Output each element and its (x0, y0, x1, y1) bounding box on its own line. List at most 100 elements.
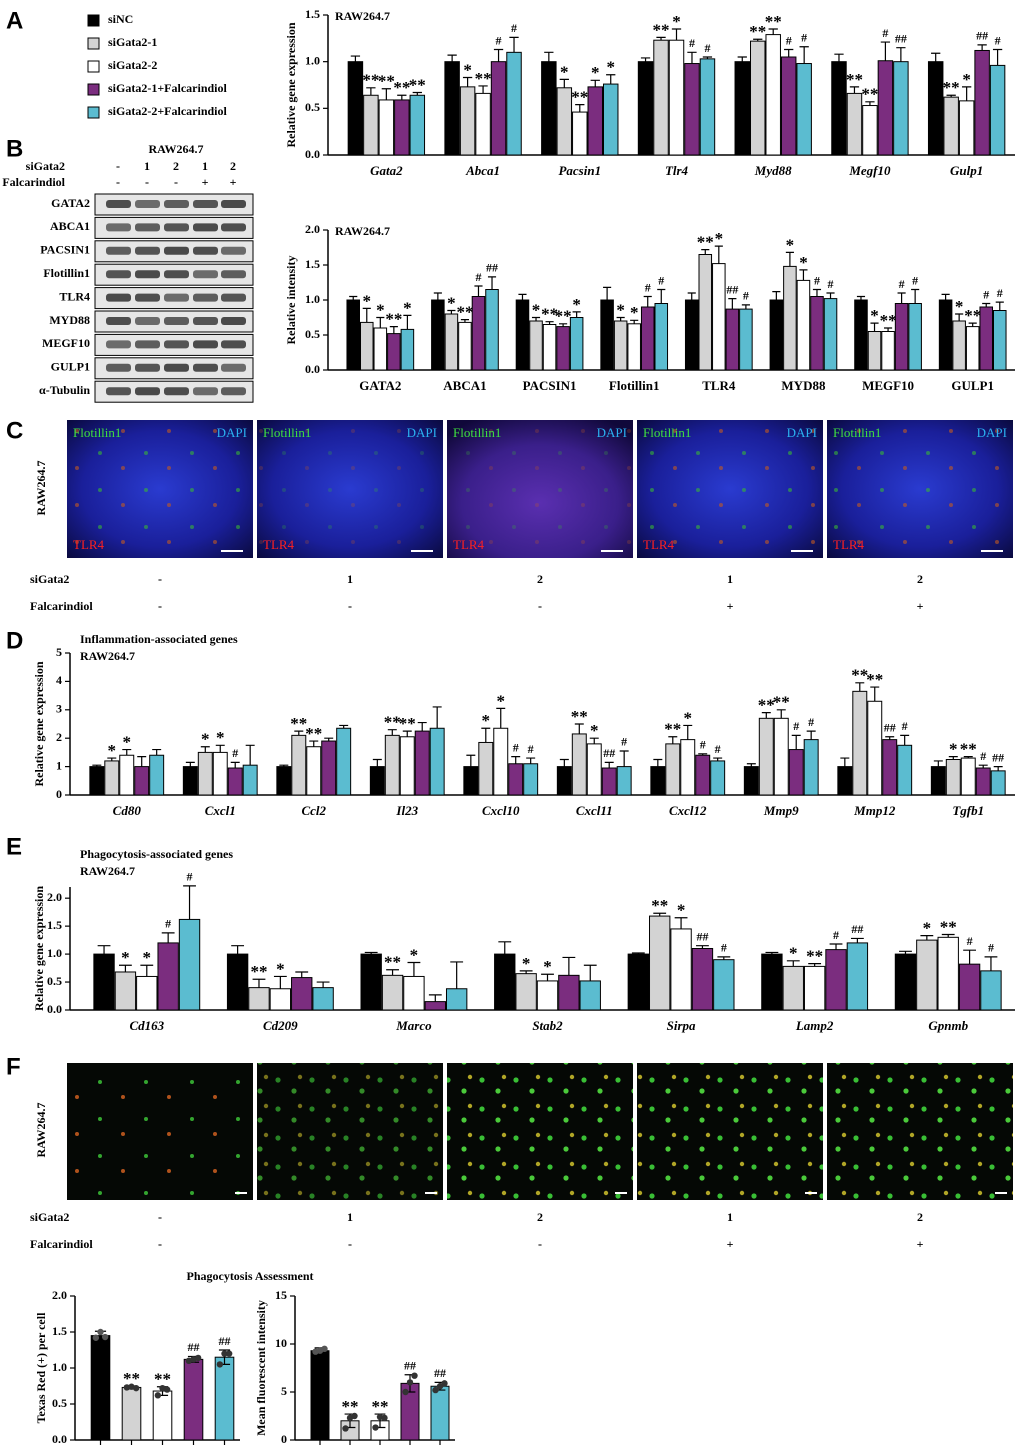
bar (360, 953, 382, 1011)
significance-label: ** (555, 307, 572, 326)
significance-label: ** (806, 947, 823, 966)
significance-label: ** (765, 12, 782, 31)
error-bar (603, 286, 612, 300)
error-bar (574, 723, 584, 734)
data-point (154, 1392, 162, 1399)
error-bar (185, 761, 195, 767)
bar (214, 1356, 235, 1441)
blot-band (193, 246, 218, 255)
error-bar (931, 52, 941, 62)
significance-label: ** (384, 953, 401, 972)
scale-bar (601, 550, 623, 552)
significance-label: # (814, 273, 820, 287)
error-bar (955, 313, 964, 321)
y-tick-label: 1.5 (305, 257, 320, 271)
blot-band-label: MYD88 (49, 313, 90, 327)
bar (897, 744, 913, 796)
error-bar (387, 729, 397, 736)
bar (668, 39, 685, 156)
error-bar (702, 56, 713, 59)
error-bar (230, 761, 240, 769)
bar (136, 975, 158, 1011)
significance-label: ** (664, 720, 681, 739)
error-bar (619, 750, 629, 767)
error-bar (643, 295, 652, 307)
error-bar (519, 970, 533, 974)
error-bar (683, 724, 693, 740)
side-label: RAW264.7 (34, 460, 48, 515)
significance-label: ** (123, 1369, 140, 1388)
channel-label: DAPI (787, 425, 817, 440)
significance-label: ## (895, 31, 907, 45)
significance-label: ** (475, 69, 492, 88)
bar (478, 741, 494, 796)
significance-label: * (672, 12, 681, 31)
bar (862, 105, 878, 156)
error-bar (137, 756, 147, 767)
y-tick-label: 1.5 (305, 7, 320, 21)
bar (276, 766, 292, 796)
error-bar (324, 737, 334, 742)
x-tick-label: GULP1 (951, 378, 994, 393)
data-point (342, 1425, 349, 1432)
bar (93, 953, 115, 1011)
significance-label: * (543, 957, 552, 976)
condition-value: - (348, 599, 352, 613)
bar (104, 760, 120, 796)
blot-band (106, 270, 131, 279)
error-bar (575, 104, 585, 113)
condition-value: + (727, 599, 734, 613)
bar (310, 1350, 330, 1441)
y-tick-label: 3 (56, 702, 62, 716)
panel-letter: B (6, 135, 23, 162)
error-bar (97, 945, 111, 955)
error-bar (460, 319, 469, 323)
y-axis-label: Mean fluorescent intensity (254, 1300, 268, 1436)
significance-label: # (988, 941, 994, 955)
error-bar (402, 730, 412, 737)
error-bar (728, 298, 737, 310)
significance-label: * (786, 235, 795, 254)
legend-swatch (87, 83, 100, 96)
error-bar (604, 761, 614, 769)
error-bar (559, 323, 568, 327)
bar (387, 333, 401, 371)
error-bar (562, 956, 576, 976)
significance-label: ** (571, 88, 588, 107)
significance-label: * (870, 306, 879, 325)
significance-label: ** (342, 1397, 359, 1416)
error-bar (948, 756, 958, 760)
significance-label: # (511, 21, 517, 35)
condition-value: 1 (727, 572, 733, 586)
bar (90, 1335, 111, 1441)
error-bar (428, 994, 442, 1002)
error-bar (671, 28, 682, 41)
bar (881, 331, 895, 371)
significance-label: # (689, 36, 695, 50)
bar (627, 953, 650, 1011)
error-bar (161, 932, 175, 943)
bar (600, 299, 614, 371)
data-point (163, 1386, 171, 1393)
y-tick-label: 5 (56, 645, 62, 659)
x-tick-label: Cxcl11 (576, 803, 613, 818)
bar (803, 965, 826, 1011)
chart-title: Phagocytosis Assessment (186, 1269, 313, 1283)
error-bar (657, 288, 666, 304)
error-bar (826, 292, 835, 299)
data-point (194, 1354, 202, 1362)
bar (248, 987, 270, 1011)
blot-band (106, 363, 131, 372)
x-tick-label: MEGF10 (862, 378, 914, 393)
blot-row-value: - (145, 175, 149, 189)
bar (637, 61, 654, 156)
y-tick-label: 2.0 (52, 1288, 67, 1302)
bar (780, 56, 797, 156)
error-bar (761, 712, 771, 719)
blot-band (135, 387, 160, 396)
channel-label: DAPI (597, 425, 627, 440)
bar (825, 949, 847, 1011)
blot-row-value: - (174, 175, 178, 189)
significance-label: # (899, 277, 905, 291)
bar (750, 40, 766, 156)
